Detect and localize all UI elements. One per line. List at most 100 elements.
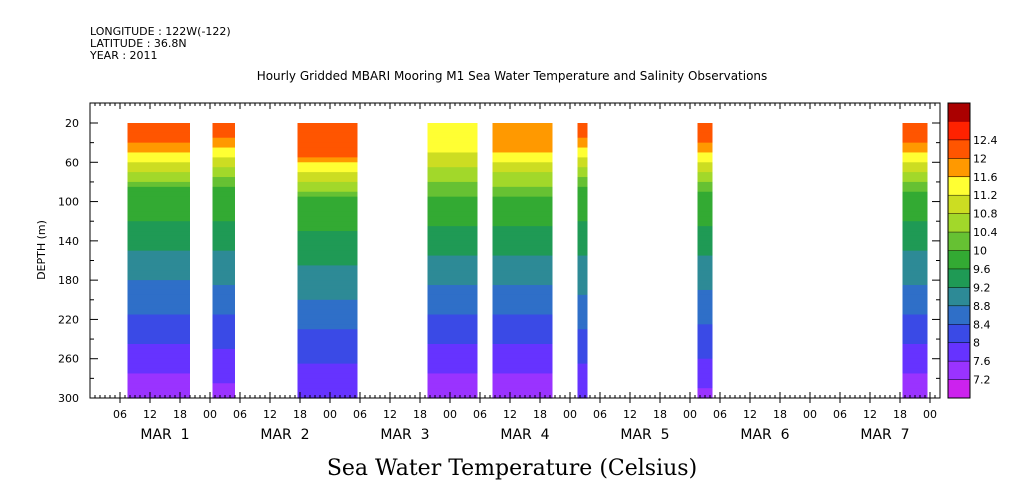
heatmap-cell [212, 309, 235, 316]
y-tick-label: 20 [65, 117, 79, 130]
heatmap-cell [427, 348, 478, 355]
colorbar-label: 11.2 [973, 189, 998, 202]
heatmap-cell [577, 388, 588, 394]
x-tick-label: 00 [443, 408, 457, 421]
heatmap-cell [697, 152, 713, 158]
heatmap-cell [127, 167, 190, 173]
colorbar-label: 7.2 [973, 374, 991, 387]
heatmap-cell [902, 152, 928, 158]
heatmap-cell [577, 358, 588, 365]
y-tick-label: 180 [58, 274, 79, 287]
heatmap-cell [212, 334, 235, 340]
heatmap-cell [127, 319, 190, 325]
heatmap-cell [577, 309, 588, 316]
heatmap-cell [427, 285, 478, 291]
heatmap-cell [427, 324, 478, 330]
heatmap-cell [427, 309, 478, 316]
heatmap-cell [577, 196, 588, 203]
heatmap-cell [902, 324, 928, 330]
heatmap-cell [297, 275, 358, 281]
colorbar-swatch [948, 195, 970, 215]
heatmap-cell [427, 363, 478, 370]
heatmap-cell [577, 226, 588, 232]
x-day-label: MAR 1 [140, 427, 189, 443]
heatmap-cell [902, 191, 928, 198]
heatmap-cell [492, 255, 553, 262]
heatmap-cell [492, 339, 553, 345]
heatmap-cell [427, 142, 478, 149]
heatmap-cell [212, 319, 235, 325]
heatmap-cell [697, 127, 713, 134]
heatmap-cell [697, 299, 713, 306]
colorbar-swatch [948, 361, 970, 380]
heatmap-cell [127, 275, 190, 281]
heatmap-cell [697, 383, 713, 389]
colorbar-swatch [948, 176, 970, 196]
heatmap-cell [297, 123, 358, 129]
heatmap-cell [492, 245, 553, 252]
heatmap-cell [127, 177, 190, 183]
heatmap-cell [697, 294, 713, 301]
plot-frame [89, 102, 941, 399]
heatmap-cell [902, 221, 928, 227]
heatmap-cell [492, 186, 553, 193]
heatmap-cell [212, 152, 235, 158]
colorbar-label: 12.4 [973, 134, 998, 147]
colorbar-swatch [948, 121, 970, 141]
heatmap-cell [127, 388, 190, 394]
heatmap-cell [127, 181, 190, 188]
heatmap-cell [127, 280, 190, 286]
heatmap-cell [212, 206, 235, 212]
heatmap-cell [902, 339, 928, 345]
heatmap-cell [297, 260, 358, 267]
heatmap-cell [297, 378, 358, 384]
heatmap-cell [577, 250, 588, 257]
heatmap-cell [577, 206, 588, 212]
heatmap-cell [577, 191, 588, 198]
heatmap-cell [127, 324, 190, 330]
heatmap-cell [297, 127, 358, 134]
heatmap-cell [127, 339, 190, 345]
heatmap-cell [902, 196, 928, 203]
heatmap-cell [297, 363, 358, 370]
heatmap-cell [577, 275, 588, 281]
heatmap-cell [127, 157, 190, 163]
heatmap-cell [212, 368, 235, 375]
heatmap-cell [427, 353, 478, 360]
colorbar-label: 11.6 [973, 171, 998, 184]
x-day-label: MAR 4 [500, 427, 549, 443]
colorbar-swatch [948, 305, 970, 325]
heatmap-cell [697, 363, 713, 370]
heatmap-cell [297, 334, 358, 340]
latitude-label: LATITUDE : 36.8N [90, 37, 187, 50]
heatmap-cell [127, 309, 190, 316]
heatmap-cell [492, 147, 553, 154]
heatmap-cell [427, 235, 478, 242]
heatmap-cell [297, 157, 358, 163]
heatmap-cell [902, 172, 928, 178]
heatmap-cell [902, 132, 928, 139]
heatmap-cell [492, 289, 553, 296]
x-day-label: MAR 5 [620, 427, 669, 443]
heatmap-cell [127, 329, 190, 335]
heatmap-cell [577, 324, 588, 330]
heatmap-cell [697, 289, 713, 296]
heatmap-cell [492, 250, 553, 257]
heatmap-cell [212, 299, 235, 306]
x-tick-label: 18 [533, 408, 547, 421]
heatmap-cell [492, 201, 553, 208]
y-tick-label: 140 [58, 235, 79, 248]
heatmap-cell [697, 388, 713, 394]
heatmap-cell [492, 275, 553, 281]
heatmap-cell [492, 334, 553, 340]
heatmap-cell [697, 231, 713, 237]
heatmap-cell [577, 280, 588, 286]
heatmap-cell [212, 289, 235, 296]
x-tick-label: 18 [413, 408, 427, 421]
heatmap-cell [297, 255, 358, 262]
heatmap-cell [127, 152, 190, 158]
heatmap-cell [297, 147, 358, 154]
heatmap-cell [427, 172, 478, 178]
colorbar-label: 9.6 [973, 263, 991, 276]
heatmap-cell [697, 201, 713, 208]
